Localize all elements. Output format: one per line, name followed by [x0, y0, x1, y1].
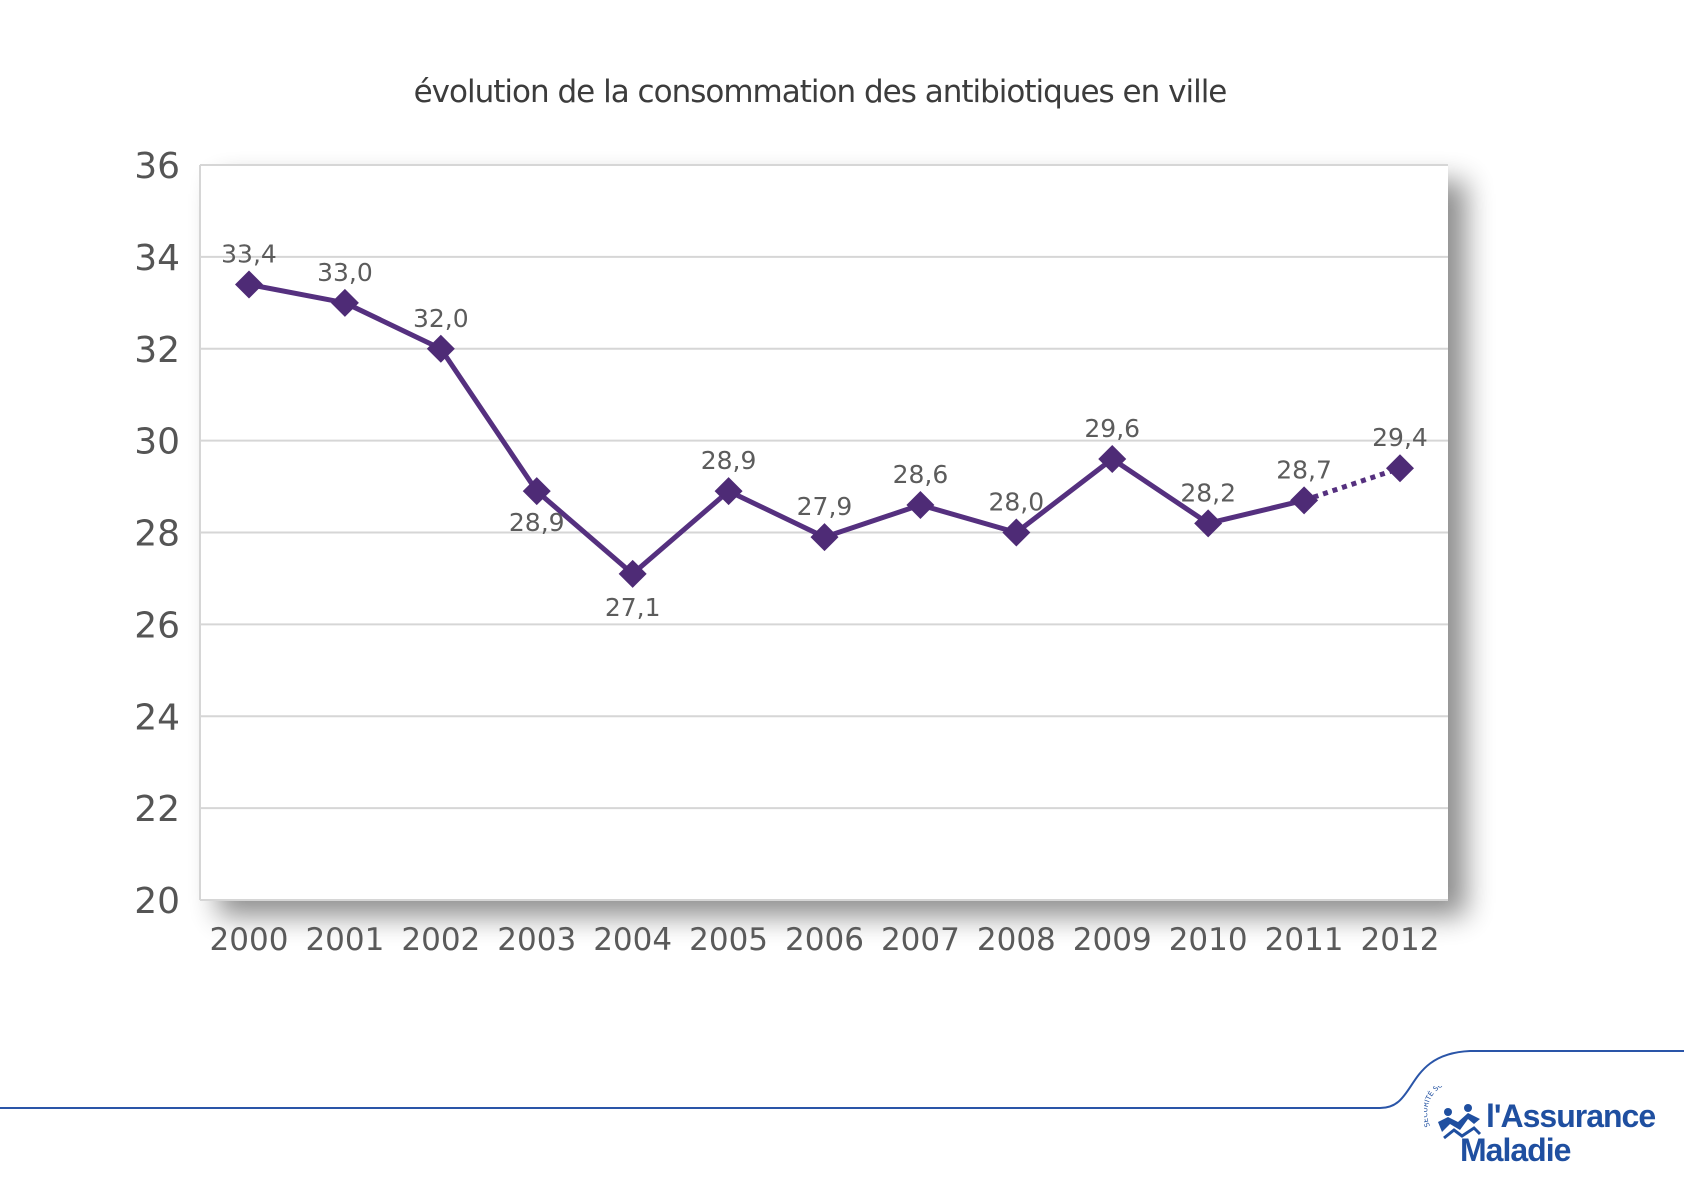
x-tick-label: 2008: [977, 922, 1056, 958]
y-tick-label: 32: [134, 330, 180, 371]
y-tick-label: 24: [134, 697, 180, 738]
x-tick-label: 2004: [593, 922, 672, 958]
logo-emblem-icon: SÉCURITÉ SOCIALE: [1424, 1086, 1482, 1140]
data-point: [1098, 445, 1127, 473]
y-tick-label: 30: [134, 422, 180, 463]
x-tick-label: 2001: [305, 922, 384, 958]
data-point: [522, 477, 551, 506]
data-label: 29,4: [1372, 423, 1428, 452]
y-tick-label: 26: [134, 605, 180, 646]
x-tick-label: 2002: [401, 922, 480, 958]
x-tick-label: 2012: [1361, 922, 1440, 958]
x-tick-label: 2009: [1073, 922, 1152, 958]
data-labels: 33,4 33,0 32,0 28,9 27,1 28,9 27,9 28,6 28,0 29,6…: [221, 239, 1428, 621]
data-label: 28,0: [988, 488, 1044, 517]
logo-name-line1: l'Assurance: [1486, 1098, 1656, 1134]
data-point: [906, 490, 935, 519]
data-label: 28,9: [701, 446, 757, 475]
x-tick-label: 2011: [1265, 922, 1344, 958]
x-tick-label: 2007: [881, 922, 960, 958]
y-tick-label: 22: [134, 789, 180, 830]
gridlines: [199, 164, 1448, 901]
data-label: 32,0: [413, 304, 469, 333]
data-point: [714, 477, 743, 506]
chart-title: évolution de la consommation des antibio…: [413, 74, 1228, 110]
x-tick-label: 2000: [210, 922, 289, 958]
series-line-projection: [1303, 465, 1401, 503]
y-tick-label: 36: [134, 146, 180, 187]
data-point: [426, 334, 455, 363]
y-tick-label: 34: [134, 238, 180, 279]
data-label: 28,2: [1180, 478, 1236, 507]
data-point: [1194, 509, 1223, 538]
x-tick-label: 2010: [1169, 922, 1248, 958]
assurance-maladie-logo: SÉCURITÉ SOCIALE l'Assurance Maladie: [1424, 1062, 1664, 1172]
data-point: [330, 288, 359, 317]
series-consommation: [235, 270, 1414, 588]
data-label: 28,7: [1276, 455, 1332, 484]
data-label: 33,4: [221, 239, 277, 268]
y-tick-label: 28: [134, 514, 180, 555]
data-point: [618, 559, 647, 588]
x-axis: 2000 2001 2002 2003 2004 2005 2006 2007 2008 2009…: [210, 922, 1440, 958]
data-label: 28,6: [893, 460, 949, 489]
data-point: [235, 270, 263, 299]
data-label: 33,0: [317, 258, 373, 287]
y-axis: 20 22 24 26 28 30 32 34 36: [134, 146, 180, 922]
x-tick-label: 2006: [785, 922, 864, 958]
x-tick-label: 2005: [689, 922, 768, 958]
data-label: 27,1: [605, 593, 661, 622]
series-line: [248, 281, 1305, 577]
data-label: 29,6: [1084, 414, 1140, 443]
data-label: 28,9: [509, 508, 565, 537]
data-label: 27,9: [797, 492, 853, 521]
data-point: [810, 523, 839, 552]
data-point: [1290, 486, 1319, 515]
x-tick-label: 2003: [497, 922, 576, 958]
logo-name-line2: Maladie: [1460, 1132, 1571, 1168]
data-point: [1386, 454, 1414, 483]
y-tick-label: 20: [134, 881, 180, 922]
data-point: [1002, 518, 1031, 547]
